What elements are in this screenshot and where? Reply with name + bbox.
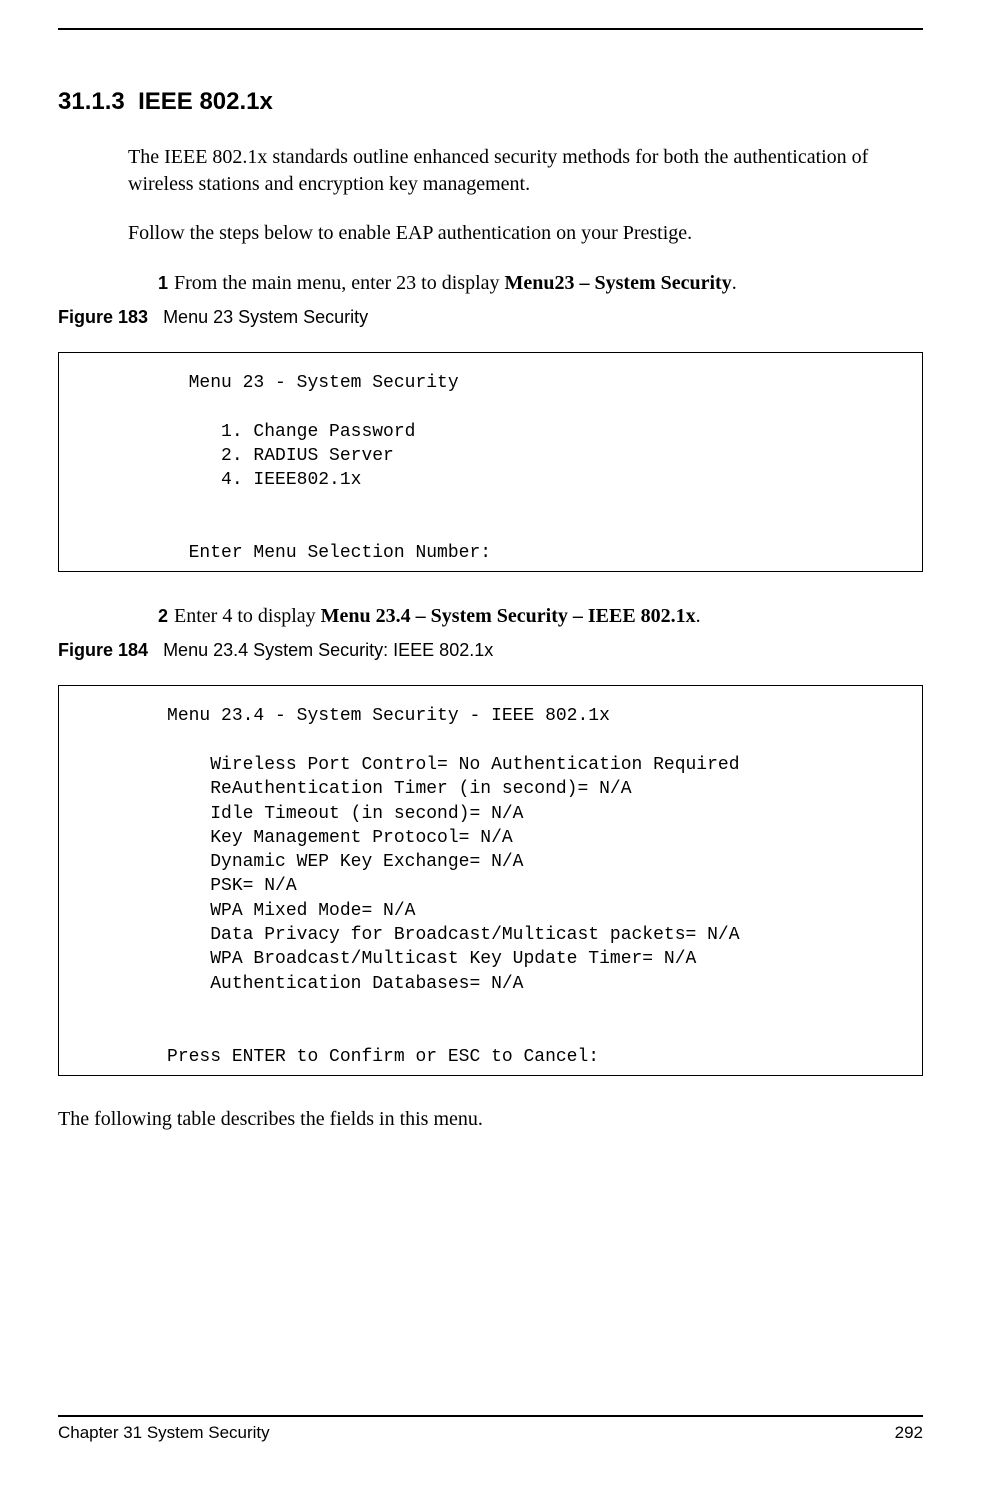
menu-23-box: Menu 23 - System Security 1. Change Pass…: [58, 352, 923, 572]
step-1-text-before: From the main menu, enter 23 to display: [174, 272, 505, 294]
page-header: P-660H/HW/W-T Series User' Guide: [58, 0, 923, 30]
menu-23-4-box: Menu 23.4 - System Security - IEEE 802.1…: [58, 685, 923, 1075]
figure-184-caption: Figure 184 Menu 23.4 System Security: IE…: [58, 640, 923, 661]
step-1-bold: Menu23 – System Security: [505, 272, 732, 294]
footer-page-number: 292: [895, 1423, 923, 1443]
step-1-number: 1: [158, 273, 168, 293]
figure-184-title: Menu 23.4 System Security: IEEE 802.1x: [163, 640, 493, 660]
figure-184-label: Figure 184: [58, 640, 148, 660]
page-footer: Chapter 31 System Security 292: [58, 1415, 923, 1443]
intro-paragraph-1: The IEEE 802.1x standards outline enhanc…: [128, 144, 923, 198]
step-2-bold: Menu 23.4 – System Security – IEEE 802.1…: [321, 605, 696, 627]
header-rule: [58, 28, 923, 30]
footer-rule: [58, 1415, 923, 1417]
section-number: 31.1.3: [58, 88, 125, 115]
intro-paragraph-2: Follow the steps below to enable EAP aut…: [128, 220, 923, 247]
section-heading: 31.1.3 IEEE 802.1x: [58, 88, 923, 116]
step-1-text-after: .: [732, 272, 737, 294]
section-title: IEEE 802.1x: [138, 88, 273, 115]
step-list-2: 2 Enter 4 to display Menu 23.4 – System S…: [158, 602, 923, 630]
step-2-number: 2: [158, 606, 168, 626]
figure-183-caption: Figure 183 Menu 23 System Security: [58, 307, 923, 328]
figure-183-label: Figure 183: [58, 307, 148, 327]
closing-paragraph: The following table describes the fields…: [58, 1106, 923, 1133]
figure-183-title: Menu 23 System Security: [163, 307, 368, 327]
step-list: 1 From the main menu, enter 23 to display…: [158, 269, 923, 297]
step-2: 2 Enter 4 to display Menu 23.4 – System S…: [158, 602, 923, 630]
footer-chapter: Chapter 31 System Security: [58, 1423, 270, 1443]
footer-row: Chapter 31 System Security 292: [58, 1423, 923, 1443]
step-2-text-before: Enter 4 to display: [174, 605, 321, 627]
step-2-text-after: .: [696, 605, 701, 627]
step-1: 1 From the main menu, enter 23 to display…: [158, 269, 923, 297]
